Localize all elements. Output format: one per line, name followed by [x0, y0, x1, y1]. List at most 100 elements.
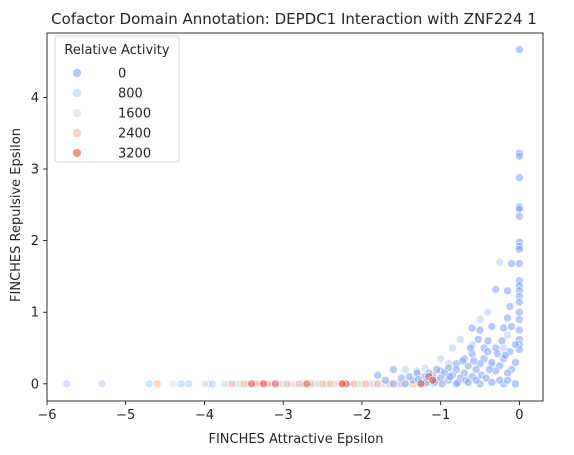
data-point: [515, 173, 524, 182]
data-point: [469, 356, 479, 366]
data-point: [318, 379, 327, 389]
legend-label: 2400: [118, 127, 151, 142]
data-point: [400, 365, 410, 374]
data-point: [511, 340, 520, 349]
legend: Relative Activity 0 800 1600 2400 3200: [54, 35, 180, 163]
data-point: [337, 379, 347, 389]
data-point: [471, 375, 481, 385]
data-point: [294, 379, 304, 389]
data-point: [208, 379, 217, 389]
data-point: [428, 375, 438, 385]
data-point: [503, 286, 512, 296]
data-point: [184, 379, 194, 389]
legend-title: Relative Activity: [64, 43, 169, 58]
data-point: [495, 257, 504, 267]
data-point: [466, 343, 475, 353]
data-point: [239, 379, 249, 389]
data-point: [515, 204, 524, 214]
data-point: [373, 370, 382, 380]
data-point: [515, 45, 524, 54]
points-layer: [62, 45, 524, 389]
x-tick-label: −3: [274, 408, 293, 423]
legend-marker: [72, 88, 82, 98]
data-point: [483, 347, 493, 356]
x-tick-label: −6: [37, 408, 56, 423]
data-point: [507, 322, 516, 331]
legend-marker: [72, 68, 82, 78]
x-tick-label: −2: [352, 408, 371, 423]
data-point: [463, 378, 473, 387]
data-point: [515, 259, 524, 268]
data-point: [463, 361, 473, 371]
data-point: [511, 358, 520, 367]
data-point: [448, 343, 457, 353]
data-point: [485, 365, 494, 374]
data-point: [515, 325, 524, 335]
data-point: [373, 379, 382, 389]
data-point: [326, 379, 335, 389]
data-point: [515, 211, 524, 221]
data-point: [503, 330, 512, 340]
data-point: [503, 375, 512, 385]
data-point: [500, 350, 510, 360]
legend-label: 1600: [118, 107, 151, 122]
y-axis: 0 1 2 3 4: [31, 91, 47, 392]
data-point: [495, 375, 504, 385]
data-point: [400, 379, 410, 389]
data-point: [491, 285, 501, 294]
data-point: [404, 372, 414, 381]
legend-marker: [72, 148, 82, 158]
data-point: [271, 379, 280, 389]
legend-marker: [72, 128, 82, 138]
data-point: [436, 354, 445, 364]
data-point: [456, 335, 465, 344]
data-point: [474, 335, 483, 344]
data-point: [511, 379, 520, 389]
data-point: [349, 379, 359, 389]
data-point: [282, 379, 292, 389]
data-point: [475, 315, 485, 324]
data-point: [437, 379, 447, 389]
y-tick-label: 4: [31, 91, 39, 106]
data-point: [361, 379, 371, 389]
legend-marker: [72, 108, 82, 118]
legend-label: 800: [118, 87, 143, 102]
chart-title: Cofactor Domain Annotation: DEPDC1 Inter…: [51, 10, 537, 28]
data-point: [452, 379, 461, 389]
legend-label: 3200: [118, 147, 151, 162]
x-tick-label: −4: [195, 408, 214, 423]
data-point: [487, 322, 497, 331]
data-point: [389, 365, 398, 374]
x-axis: −6 −5 −4 −3 −2 −1 0: [37, 401, 524, 423]
data-point: [416, 379, 426, 389]
data-point: [381, 375, 390, 385]
data-point: [97, 379, 107, 389]
data-point: [152, 379, 162, 389]
data-point: [467, 323, 477, 333]
data-point: [497, 336, 507, 346]
data-point: [176, 379, 186, 389]
x-tick-label: 0: [515, 408, 523, 423]
data-point: [499, 323, 508, 333]
legend-entries: 0 800 1600 2400 3200: [72, 67, 151, 162]
data-point: [458, 356, 467, 366]
data-point: [487, 358, 497, 367]
data-point: [483, 307, 493, 317]
x-axis-label: FINCHES Attractive Epsilon: [209, 432, 384, 447]
y-tick-label: 2: [31, 234, 39, 249]
plot-frame: [46, 32, 544, 402]
y-axis-label: FINCHES Repulsive Epsilon: [9, 128, 24, 302]
data-point: [219, 379, 229, 389]
y-tick-label: 0: [31, 377, 39, 392]
data-point: [482, 373, 491, 383]
data-point: [227, 379, 237, 389]
data-point: [483, 336, 493, 346]
data-point: [505, 302, 515, 311]
data-point: [259, 379, 268, 389]
data-point: [62, 379, 71, 389]
legend-label: 0: [118, 67, 126, 82]
data-point: [432, 365, 442, 374]
data-point: [389, 379, 398, 389]
x-tick-label: −5: [116, 408, 135, 423]
